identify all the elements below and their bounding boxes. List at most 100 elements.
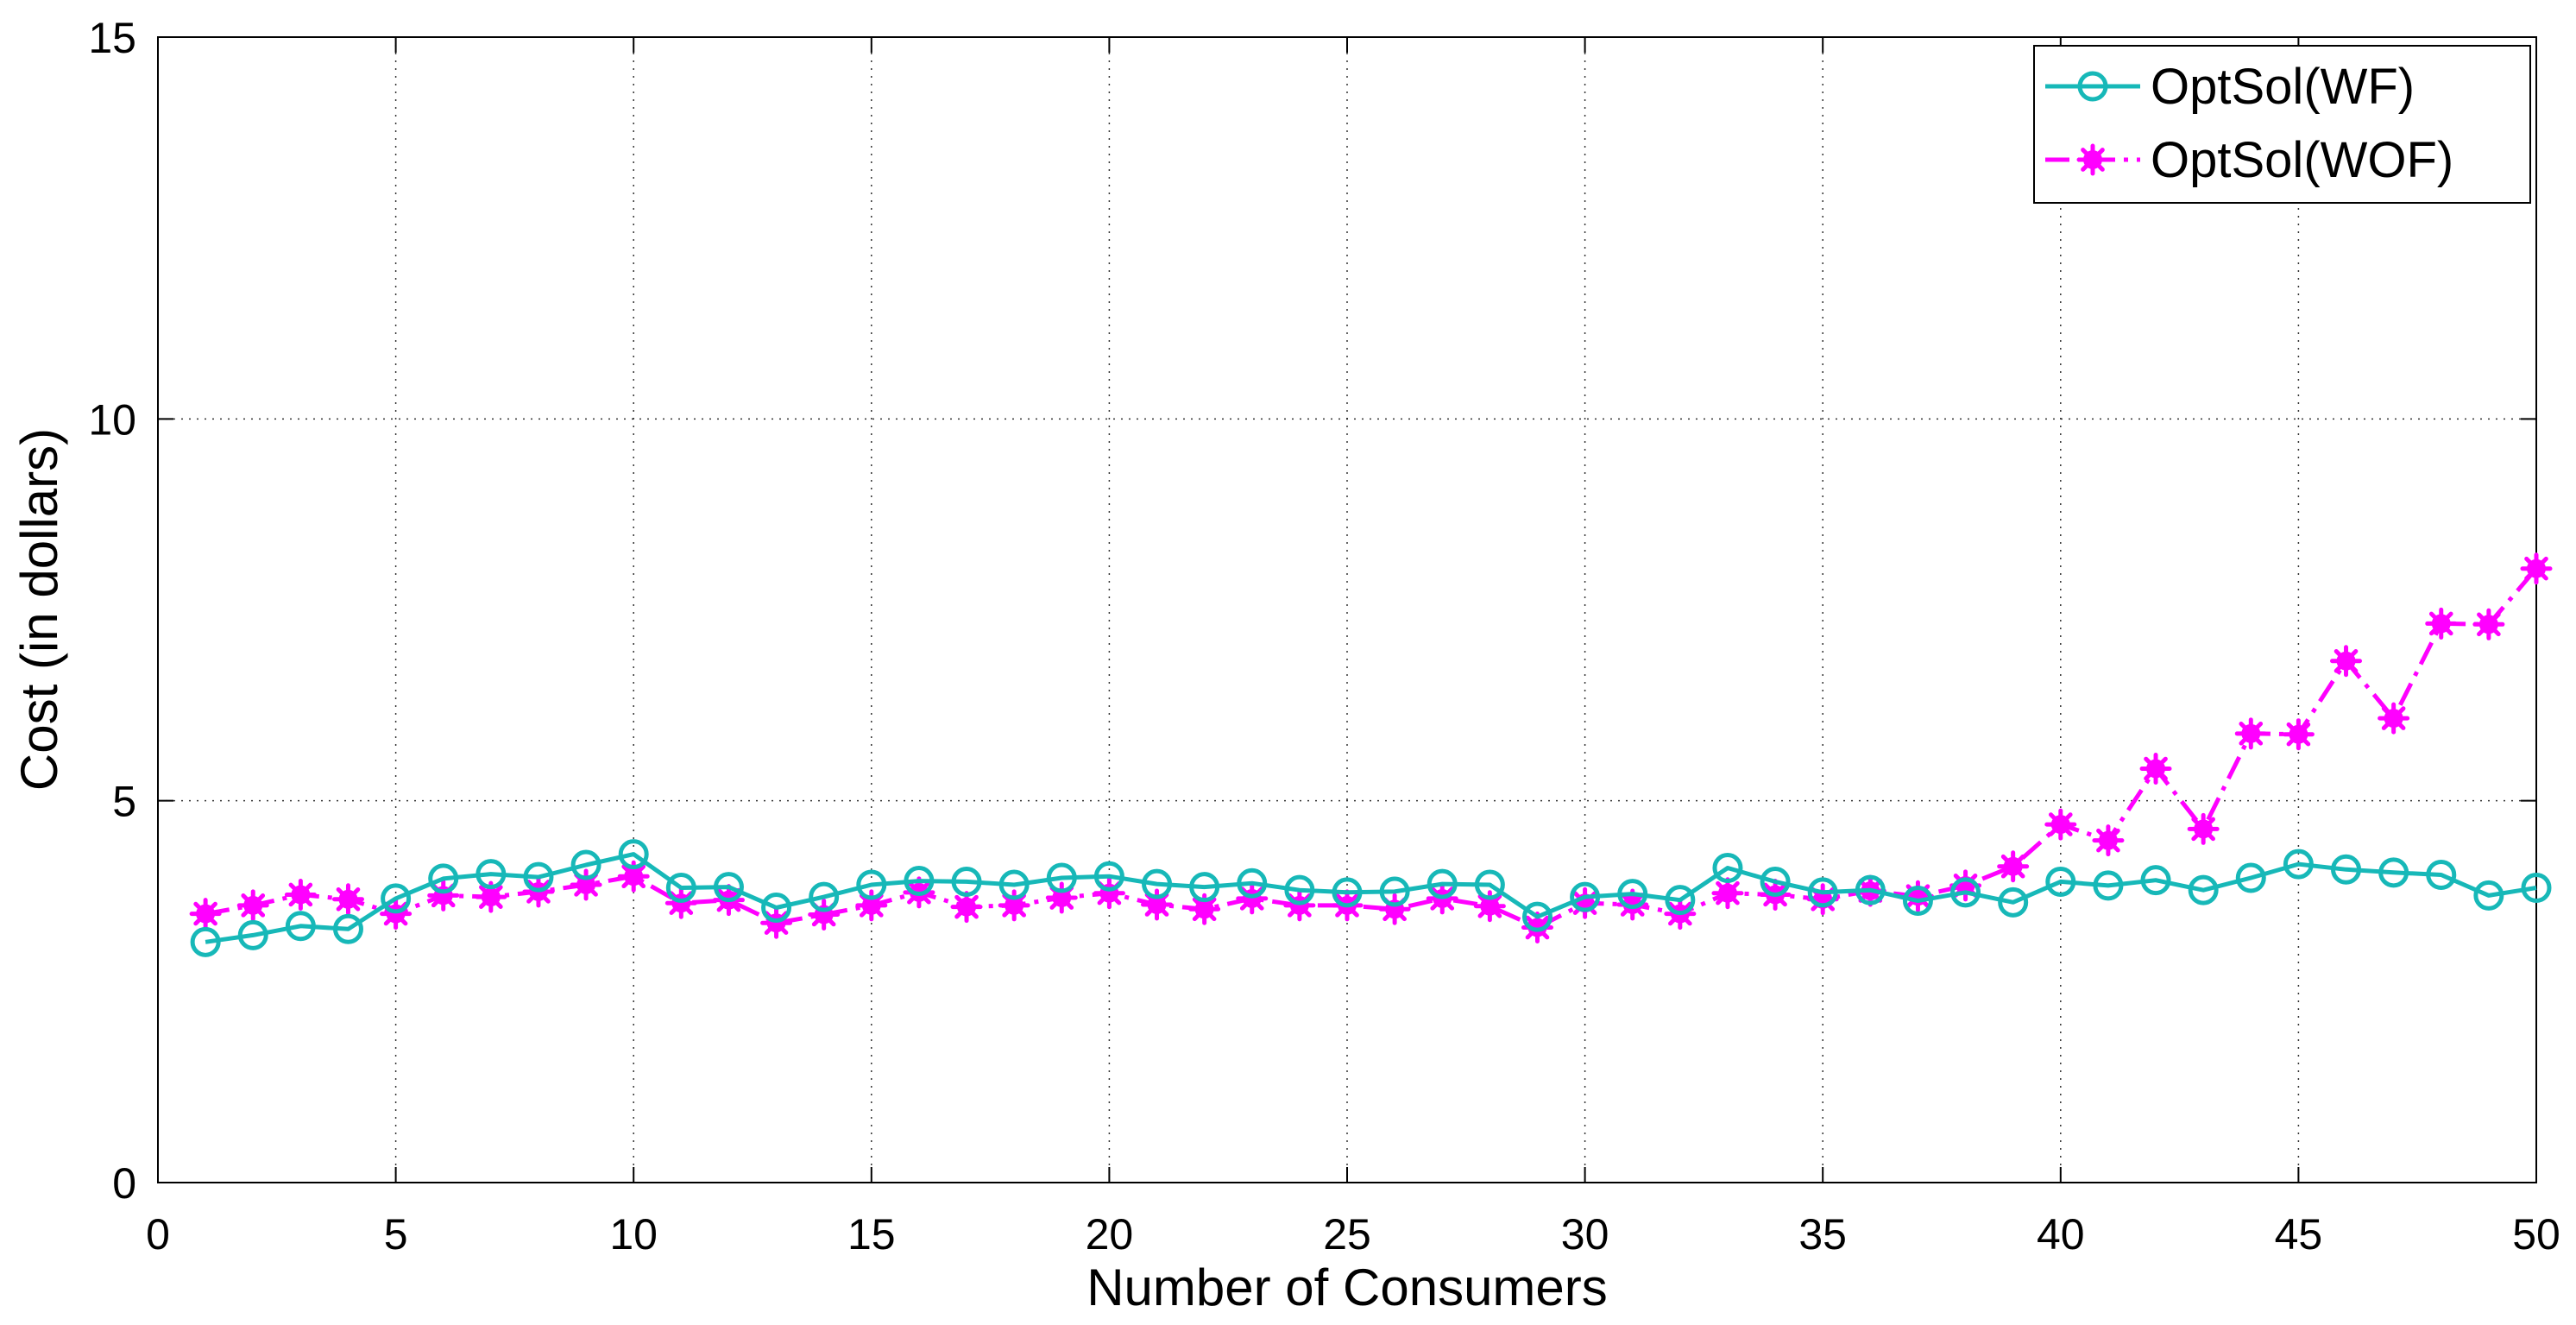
x-tick-label: 30 <box>1561 1210 1609 1259</box>
data-point-wof <box>331 883 364 916</box>
data-point-wf <box>2378 857 2409 888</box>
data-point-wf <box>904 866 935 897</box>
data-point-wof <box>1473 890 1506 923</box>
data-point-wof <box>2472 608 2505 640</box>
data-point-wf <box>2045 866 2076 897</box>
y-tick-label: 15 <box>88 14 136 62</box>
data-point-wf <box>998 869 1030 900</box>
data-point-wof <box>2092 824 2125 857</box>
asterisk-core <box>2241 723 2261 743</box>
series-line-wof <box>205 567 2538 930</box>
asterisk-core <box>243 895 263 915</box>
data-point-wf <box>1570 881 1601 912</box>
data-point-wof <box>855 889 888 922</box>
data-point-wf <box>2235 862 2266 893</box>
legend-marker-wf <box>2077 71 2108 102</box>
data-point-wf <box>1617 879 1648 910</box>
asterisk-core <box>1527 918 1547 937</box>
grid-lines <box>158 37 2536 1183</box>
data-point-wf <box>1807 877 1838 908</box>
asterisk-core <box>624 867 644 886</box>
data-point-wof <box>1045 881 1078 914</box>
data-point-wof <box>2234 717 2267 750</box>
asterisk-core <box>2098 830 2118 850</box>
data-point-wf <box>856 869 887 900</box>
x-tick-label: 35 <box>1798 1210 1847 1259</box>
data-point-wf <box>476 859 507 890</box>
series-line-wf <box>205 852 2537 944</box>
data-point-wof <box>2282 718 2315 751</box>
plot-area <box>158 37 2536 1183</box>
x-tick-label: 20 <box>1086 1210 1134 1259</box>
data-point-wf <box>1855 874 1886 905</box>
data-point-wf <box>1093 861 1124 892</box>
asterisk-core <box>861 895 881 915</box>
data-point-wf <box>2473 880 2504 911</box>
legend-asterisk <box>2076 143 2109 176</box>
asterisk-core <box>957 897 977 917</box>
x-axis-title: Number of Consumers <box>1086 1259 1608 1316</box>
data-point-wf <box>951 866 982 897</box>
asterisk-core <box>2478 615 2498 634</box>
data-point-wf <box>428 863 459 894</box>
data-point-wf <box>1379 876 1410 907</box>
data-point-wf <box>190 926 221 957</box>
legend-marker-wof <box>2076 143 2109 176</box>
data-point-wf <box>761 893 792 924</box>
x-tick-label: 50 <box>2512 1210 2560 1259</box>
data-point-wof <box>1997 850 2030 883</box>
data-point-wf <box>2093 870 2124 901</box>
data-point-wf <box>1427 868 1458 899</box>
asterisk-core <box>2431 614 2451 634</box>
x-tick-label: 5 <box>384 1210 408 1259</box>
data-point-wf <box>381 883 412 914</box>
data-point-wof <box>2330 645 2363 678</box>
data-point-wf <box>713 872 744 903</box>
asterisk-core <box>1480 896 1500 916</box>
data-point-wof <box>475 880 507 913</box>
asterisk-core <box>2289 724 2308 744</box>
data-point-wf <box>1712 853 1743 884</box>
data-point-wf <box>2426 859 2457 890</box>
data-point-wf <box>1474 869 1505 900</box>
x-tick-label: 40 <box>2037 1210 2085 1259</box>
data-point-wf <box>1998 886 2029 918</box>
asterisk-core <box>1194 899 1214 919</box>
data-point-wof <box>2187 812 2220 845</box>
series-layer <box>189 552 2553 957</box>
data-point-wf <box>2521 873 2552 904</box>
asterisk-core <box>1147 894 1167 914</box>
data-point-wf <box>2283 849 2314 880</box>
data-point-wf <box>1902 886 1933 917</box>
data-point-wof <box>2378 702 2410 735</box>
data-point-wof <box>1188 893 1221 925</box>
asterisk-core <box>2146 759 2166 779</box>
asterisk-core <box>1052 888 1072 908</box>
axes-frame <box>157 36 2537 1183</box>
data-point-wf <box>570 849 601 880</box>
legend-label-wf: OptSol(WF) <box>2151 59 2415 115</box>
data-point-wf <box>1284 874 1315 905</box>
asterisk-core <box>2003 856 2023 876</box>
asterisk-core <box>2050 815 2070 835</box>
y-tick-label: 10 <box>88 395 136 444</box>
data-point-wof <box>236 889 269 922</box>
asterisk-core <box>196 904 216 924</box>
asterisk-core <box>291 885 311 905</box>
data-point-wof <box>2425 607 2458 640</box>
data-point-wof <box>284 878 317 911</box>
data-point-wf <box>1046 862 1077 893</box>
y-tick-label: 0 <box>112 1159 136 1208</box>
legend-label-wof: OptSol(WOF) <box>2151 132 2453 188</box>
asterisk-core <box>1005 895 1024 915</box>
data-point-wf <box>1760 866 1791 897</box>
data-point-wf <box>1521 901 1553 932</box>
asterisk-core <box>2527 558 2546 578</box>
x-tick-label: 0 <box>146 1210 170 1259</box>
data-point-wf <box>1189 872 1220 903</box>
data-point-wf <box>523 861 554 893</box>
data-point-wf <box>809 881 840 912</box>
data-point-wf <box>618 839 649 870</box>
x-tick-label: 45 <box>2275 1210 2323 1259</box>
